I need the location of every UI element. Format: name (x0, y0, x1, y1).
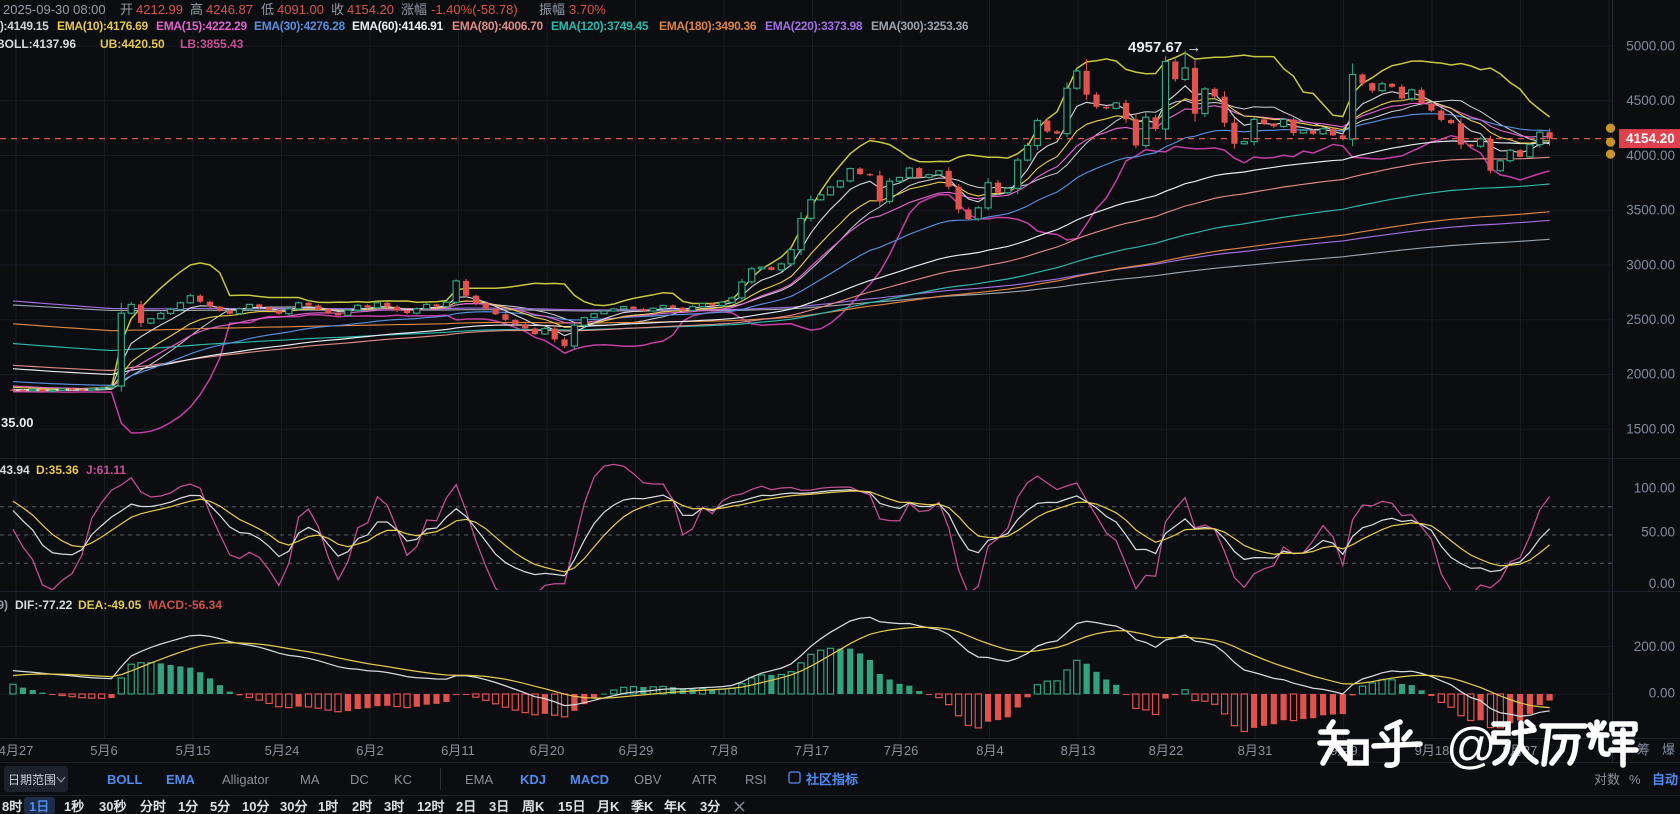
svg-text:8月13: 8月13 (1061, 743, 1096, 758)
svg-text:4月27: 4月27 (0, 743, 33, 758)
svg-text:5月15: 5月15 (176, 743, 211, 758)
svg-text:8时: 8时 (2, 799, 22, 814)
svg-text:ATR: ATR (692, 772, 717, 787)
svg-text:@: @ (1446, 718, 1497, 774)
svg-text:社区指标: 社区指标 (805, 772, 858, 787)
svg-text:30分: 30分 (280, 799, 307, 814)
svg-text:3分: 3分 (700, 799, 720, 814)
svg-text:6月20: 6月20 (530, 743, 565, 758)
svg-text:100.00: 100.00 (1634, 481, 1675, 496)
svg-text:KDJ: KDJ (520, 772, 546, 787)
svg-text:筹: 筹 (1637, 742, 1650, 757)
svg-text:BOLL: BOLL (107, 772, 142, 787)
svg-text:3000.00: 3000.00 (1626, 257, 1675, 272)
svg-text:6月11: 6月11 (441, 743, 475, 758)
svg-text:7月17: 7月17 (795, 743, 830, 758)
svg-text:Alligator: Alligator (222, 772, 270, 787)
svg-text:EMA: EMA (166, 772, 196, 787)
svg-text:5月6: 5月6 (90, 743, 117, 758)
svg-text:EMA: EMA (465, 772, 494, 787)
svg-text:5分: 5分 (210, 799, 230, 814)
svg-text:2日: 2日 (456, 799, 476, 814)
svg-text:5000.00: 5000.00 (1626, 39, 1675, 54)
svg-text:MACD: MACD (570, 772, 609, 787)
svg-text:0.00: 0.00 (1649, 686, 1675, 701)
svg-text:2000.00: 2000.00 (1626, 367, 1675, 382)
svg-text:8月4: 8月4 (976, 743, 1003, 758)
svg-text:KC: KC (394, 772, 412, 787)
svg-text:月K: 月K (596, 799, 620, 814)
svg-text:自动: 自动 (1652, 772, 1678, 787)
svg-text:爆: 爆 (1662, 742, 1675, 757)
svg-text:0.00: 0.00 (1649, 576, 1675, 591)
svg-text:周K: 周K (522, 799, 545, 814)
svg-text:7月8: 7月8 (710, 743, 737, 758)
svg-text:6月2: 6月2 (356, 743, 383, 758)
svg-text:DC: DC (350, 772, 369, 787)
svg-text:3500.00: 3500.00 (1626, 203, 1675, 218)
svg-text:1日: 1日 (29, 799, 49, 814)
svg-text:7月26: 7月26 (884, 743, 919, 758)
svg-text:1分: 1分 (178, 799, 198, 814)
svg-text:30秒: 30秒 (99, 799, 126, 814)
svg-text:2500.00: 2500.00 (1626, 312, 1675, 327)
svg-text:分时: 分时 (140, 799, 166, 814)
svg-text:4154.20: 4154.20 (1626, 131, 1675, 146)
svg-text:8月31: 8月31 (1238, 743, 1273, 758)
svg-text:6月29: 6月29 (619, 743, 654, 758)
svg-text:1秒: 1秒 (64, 799, 84, 814)
svg-text:K:43.94D:35.36J:61.11: K:43.94D:35.36J:61.11 (0, 463, 126, 477)
svg-text:50.00: 50.00 (1641, 525, 1675, 540)
svg-text:3时: 3时 (384, 799, 404, 814)
svg-text:10分: 10分 (242, 799, 269, 814)
svg-text:对数: 对数 (1594, 772, 1620, 787)
svg-text:35.00: 35.00 (1, 415, 34, 430)
svg-text:5月24: 5月24 (265, 743, 300, 758)
svg-text:日期范围: 日期范围 (8, 773, 56, 787)
svg-text:9月18: 9月18 (1415, 743, 1450, 758)
svg-text:4000.00: 4000.00 (1626, 148, 1675, 163)
svg-text:4957.67 →: 4957.67 → (1128, 39, 1201, 56)
svg-text:%: % (1629, 772, 1641, 787)
svg-text:RSI: RSI (745, 772, 767, 787)
svg-text:OBV: OBV (634, 772, 662, 787)
svg-text:1500.00: 1500.00 (1626, 421, 1675, 436)
svg-text:12时: 12时 (417, 799, 444, 814)
svg-text:2时: 2时 (352, 799, 372, 814)
svg-text:4500.00: 4500.00 (1626, 93, 1675, 108)
svg-text:季K: 季K (630, 799, 654, 814)
svg-text:8月22: 8月22 (1149, 743, 1184, 758)
svg-text:MA: MA (300, 772, 320, 787)
svg-text:3日: 3日 (489, 799, 509, 814)
svg-text:200.00: 200.00 (1634, 639, 1675, 654)
svg-text:年K: 年K (664, 799, 687, 814)
svg-text:15日: 15日 (558, 799, 585, 814)
svg-text:1时: 1时 (318, 799, 338, 814)
